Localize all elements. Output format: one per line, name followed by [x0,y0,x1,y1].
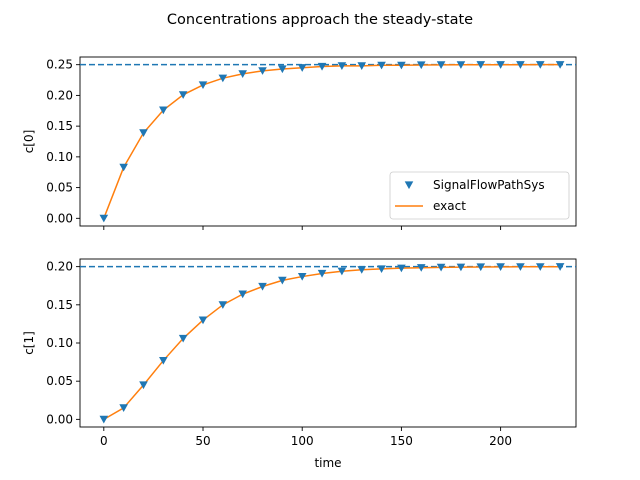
data-point-marker [297,64,307,72]
axes-frame [79,56,577,227]
x-tick-label: 150 [390,434,413,448]
data-point-marker [496,61,505,69]
data-point-marker [416,264,426,272]
y-axis-label: c[1] [22,331,36,355]
legend-entry-label: exact [433,199,466,213]
data-point-marker [317,269,327,278]
data-point-marker [357,266,367,274]
data-point-marker [159,106,168,115]
data-point-marker [516,61,525,69]
figure-title: Concentrations approach the steady-state [167,12,473,28]
y-tick-label: 0.00 [46,211,73,225]
data-point-marker [278,65,287,74]
data-point-marker [218,301,228,309]
legend-entry-label: SignalFlowPathSys [433,178,545,192]
data-point-marker [535,61,545,69]
data-point-marker [238,70,247,78]
x-tick-label: 50 [195,434,210,448]
data-point-marker [397,61,406,70]
y-axis-label: c[0] [22,130,36,154]
data-point-marker [555,263,565,271]
data-point-marker [496,263,505,271]
y-tick-label: 0.00 [46,412,73,426]
panel-0: 0.00 0.05 0.10 0.15 0.20 0.25 c[0] SignalFlowPa… [22,56,577,230]
y-tick-label: 0.15 [46,119,73,133]
data-point-marker [198,81,208,90]
data-point-marker [218,74,228,83]
data-point-marker [436,61,446,69]
data-point-marker [258,67,267,75]
data-point-marker [178,334,188,343]
data-point-marker [238,290,247,299]
data-point-marker [377,265,386,274]
data-point-marker [337,62,347,71]
legend-box [389,171,570,220]
data-point-marker [297,272,307,281]
data-point-marker [357,62,367,71]
data-point-marker [178,91,188,99]
y-tick-label: 0.05 [46,181,73,195]
data-point-marker [456,263,466,272]
data-point-marker [377,61,386,70]
data-point-marker [337,267,347,276]
data-point-marker [119,404,128,413]
x-tick-label: 0 [100,434,108,448]
data-point-marker [317,62,327,71]
data-point-marker [516,263,525,271]
y-tick-label: 0.10 [46,150,73,164]
data-point-marker [535,263,545,271]
data-point-marker [397,264,406,273]
y-tick-label: 0.05 [46,374,73,388]
x-axis-label: time [314,456,341,470]
data-point-marker [119,163,128,172]
data-point-marker [159,356,168,365]
data-point-marker [555,61,565,69]
y-tick-label: 0.10 [46,336,73,350]
data-point-marker [416,61,426,70]
y-tick-label: 0.20 [46,260,73,274]
y-tick-label: 0.15 [46,298,73,312]
y-tick-label: 0.25 [46,58,73,72]
data-point-marker [198,316,208,325]
axes-frame [79,258,577,428]
data-point-marker [456,61,466,69]
data-point-marker [139,381,148,390]
exact-series-line [103,265,561,421]
data-point-marker [99,415,109,424]
data-point-marker [258,282,267,291]
x-tick-label: 100 [291,434,314,448]
data-point-marker [139,129,148,137]
panel-1: 0.00 0.05 0.10 0.15 0.20 0 50 100 150 200 c[1] [22,258,577,448]
legend-marker-icon [404,181,414,190]
data-point-marker [476,263,486,272]
data-point-marker [99,214,109,223]
panels: 0.00 0.05 0.10 0.15 0.20 0.25 c[0] SignalFlowPa… [22,56,577,448]
exact-series-line [103,63,561,219]
data-point-marker [476,61,486,69]
y-tick-label: 0.20 [46,88,73,102]
data-point-marker [278,276,287,285]
x-tick-label: 200 [489,434,512,448]
data-point-marker [436,263,446,272]
